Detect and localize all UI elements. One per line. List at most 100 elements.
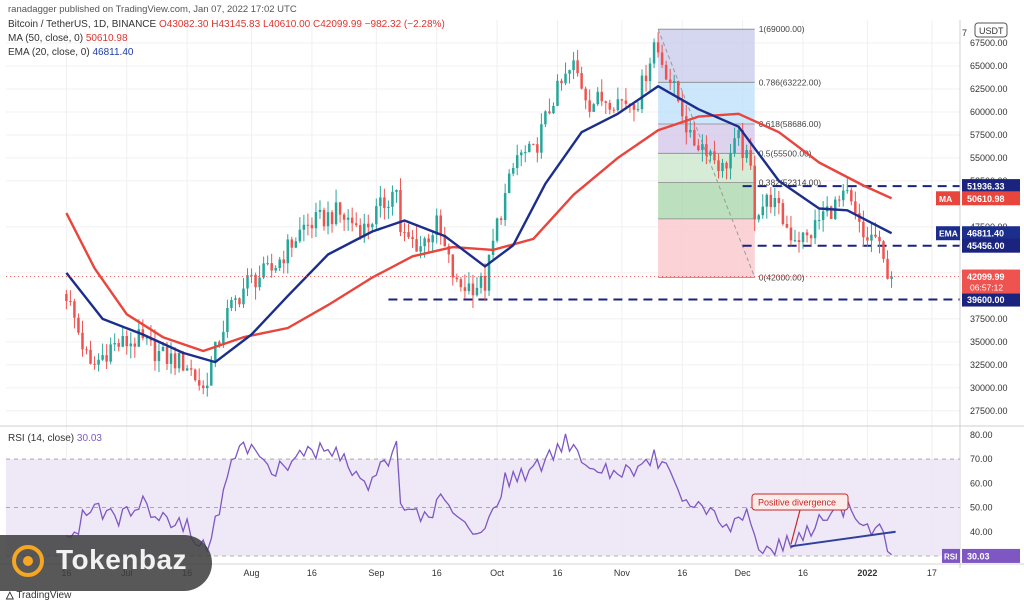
candle-body [346, 217, 350, 220]
candle-body [415, 239, 418, 252]
candle-body [354, 223, 358, 226]
candle-body [769, 194, 773, 208]
time-axis-label: Dec [735, 568, 752, 578]
candle-body [636, 109, 640, 111]
candle-body [242, 288, 245, 305]
candle-body [789, 227, 793, 241]
candle-body [262, 263, 265, 278]
candle-body [85, 349, 88, 351]
price-tag-ema-bg [962, 226, 1020, 241]
candle-body [471, 283, 475, 296]
price-axis-label: 67500.00 [970, 38, 1008, 48]
fib-level-label: 0.786(63222.00) [759, 77, 822, 87]
price-tag-resistance-bg [962, 179, 1020, 194]
candle-body [230, 300, 233, 309]
candle-body [749, 150, 752, 166]
price-tag-close-bg [962, 269, 1020, 294]
candle-body [648, 63, 652, 82]
candle-body [246, 275, 249, 289]
candle-body [870, 234, 873, 241]
candle-body [479, 275, 483, 288]
price-tag-countdown: 06:57:12 [970, 283, 1003, 293]
ma-legend: MA (50, close, 0) 50610.98 [8, 33, 128, 44]
candle-body [222, 332, 225, 345]
candle-body [125, 335, 129, 347]
candle-body [278, 259, 281, 268]
time-axis-label: 16 [677, 568, 687, 578]
candle-body [427, 238, 430, 243]
candle-body [443, 234, 447, 247]
candle-body [717, 160, 720, 172]
candle-body [185, 368, 189, 371]
candle-body [745, 150, 748, 158]
candle-body [664, 64, 668, 80]
candle-body [169, 353, 173, 364]
candle-body [580, 73, 583, 89]
candle-body [660, 52, 664, 65]
candle-body [117, 343, 120, 347]
candle-body [274, 267, 277, 271]
ma50-line [65, 112, 893, 353]
time-axis-label: 16 [432, 568, 442, 578]
candle-body [193, 369, 197, 381]
candle-body [165, 346, 169, 364]
candle-body [161, 346, 165, 351]
candle-body [153, 340, 157, 362]
candle-body [809, 235, 813, 239]
ma-indicator-tag: MA [939, 194, 952, 204]
candle-body [310, 224, 314, 229]
candle-body [306, 224, 310, 226]
time-axis-label: 16 [798, 568, 808, 578]
candle-body [367, 223, 370, 228]
candle-body [77, 317, 80, 333]
rsi-indicator-tag-bg [942, 548, 960, 563]
fib-zone [658, 218, 755, 278]
candle-body [652, 42, 656, 64]
candle-body [862, 221, 865, 238]
candle-body [753, 165, 756, 220]
candle-body [350, 217, 354, 224]
ema-indicator-tag: EMA [939, 229, 958, 239]
candle-body [338, 202, 342, 215]
candle-body [234, 298, 237, 301]
price-axis-label: 32500.00 [970, 360, 1008, 370]
price-axis-label: 27500.00 [970, 406, 1008, 416]
candle-body [576, 60, 579, 74]
candle-body [189, 368, 193, 370]
candle-body [334, 202, 338, 225]
ema-legend-label: EMA (20, close, 0) [8, 47, 90, 58]
candle-body [656, 42, 660, 53]
price-axis-label: 65000.00 [970, 61, 1008, 71]
candle-body [423, 238, 426, 247]
candle-body [588, 100, 591, 112]
candle-body [890, 276, 893, 279]
rsi-value-tag-bg [962, 548, 1020, 563]
candle-body [721, 162, 724, 172]
candle-body [685, 116, 688, 133]
price-axis-label: 7 [962, 28, 967, 38]
candle-body [121, 335, 124, 347]
candle-body [314, 212, 318, 229]
candle-body [455, 277, 459, 280]
candle-body [528, 143, 531, 153]
time-axis-label: 16 [307, 568, 317, 578]
candle-body [282, 259, 285, 264]
time-axis-label: Oct [490, 568, 505, 578]
candle-body [709, 151, 712, 156]
ma-legend-label: MA (50, close, 0) [8, 33, 84, 44]
tradingview-footer: △ TradingView [6, 590, 71, 601]
candle-body [358, 225, 362, 238]
candle-body [519, 152, 523, 156]
ema-legend: EMA (20, close, 0) 46811.40 [8, 47, 133, 58]
candle-body [507, 173, 511, 194]
candle-body [411, 237, 414, 240]
candle-body [495, 218, 499, 241]
candle-body [632, 104, 636, 110]
fib-zone [658, 82, 755, 125]
currency-badge [974, 22, 1008, 38]
candle-body [878, 236, 881, 242]
candle-body [817, 220, 821, 222]
candle-body [201, 385, 205, 389]
candle-body [536, 144, 539, 153]
divergence-callout-text: Positive divergence [758, 498, 836, 508]
